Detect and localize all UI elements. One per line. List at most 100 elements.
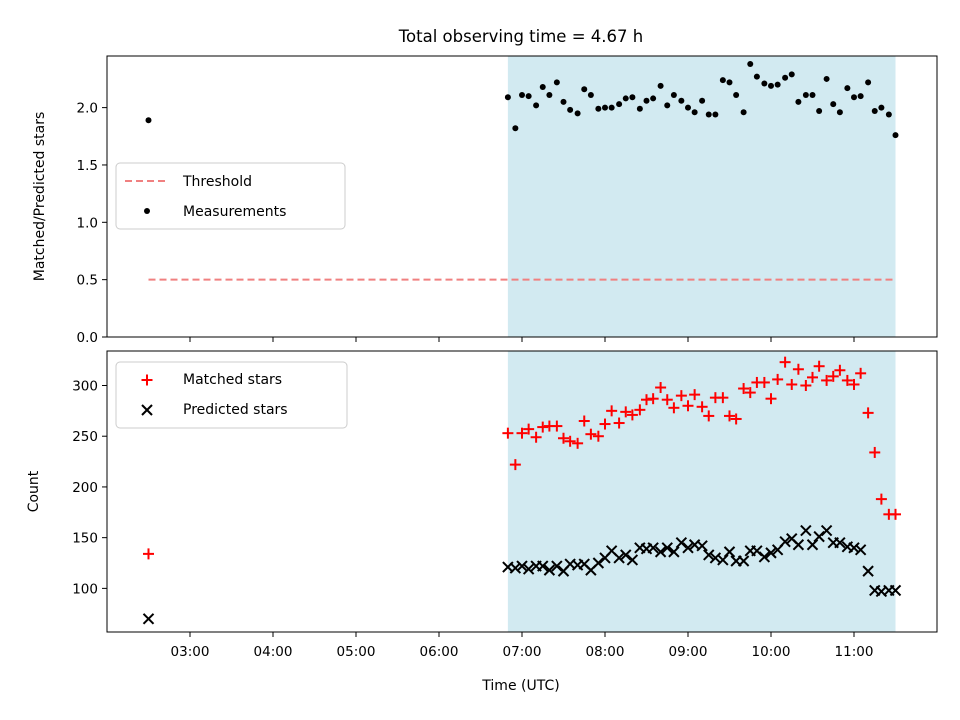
x-tick-label: 09:00 [669, 644, 708, 660]
matched-point [647, 393, 659, 405]
predicted-point [543, 564, 556, 576]
measurement-point [830, 101, 837, 108]
measurement-point [844, 85, 851, 92]
measurement-point [650, 95, 657, 102]
predicted-point-b [737, 555, 750, 567]
predicted-point [647, 542, 659, 554]
y-tick-label: 200 [72, 480, 98, 496]
measurement-point [865, 79, 872, 86]
measurement-point [761, 80, 768, 87]
legend-predicted-swatch [141, 404, 153, 416]
measurement-point [795, 98, 802, 105]
predicted-point [551, 560, 563, 572]
matched-point [765, 393, 777, 405]
figure-title: Total observing time = 4.67 h [398, 27, 643, 46]
predicted-point [509, 562, 522, 574]
predicted-point-b [647, 542, 659, 554]
predicted-point [626, 554, 639, 566]
predicted-point [737, 555, 750, 567]
matched-point [724, 410, 735, 422]
predicted-point [675, 537, 688, 549]
y-tick-label: 0.5 [77, 273, 98, 289]
predicted-point [862, 565, 874, 577]
legend-predicted-mark [141, 404, 153, 416]
matched-point [509, 459, 521, 471]
matched-point [572, 437, 584, 449]
measurement-point [616, 101, 623, 108]
legend-predicted-mark-b [141, 404, 153, 416]
measurement-point [733, 91, 740, 98]
top-y-ticks: 0.0 0.5 1.0 1.5 2.0 [77, 101, 107, 346]
predicted-point [792, 539, 805, 551]
x-tick-label: 04:00 [254, 644, 293, 660]
measurement-point [836, 109, 843, 116]
matched-point [502, 427, 514, 439]
measurement-point [816, 108, 823, 115]
predicted-point [516, 560, 528, 572]
predicted-point-b [765, 547, 777, 559]
matched-point [821, 374, 833, 386]
predicted-point [820, 524, 833, 537]
measurement-point [802, 91, 809, 98]
measurement-point [823, 75, 830, 82]
matched-point [530, 431, 542, 443]
matched-point [730, 413, 742, 425]
matched-point [143, 548, 154, 560]
predicted-point [537, 560, 549, 572]
matched-point [661, 394, 673, 406]
matched-point [564, 435, 576, 447]
x-tick-label: 08:00 [586, 644, 625, 660]
predicted-point-b [751, 545, 763, 557]
matched-point [813, 360, 825, 372]
matched-point [738, 383, 750, 395]
measurement-point [885, 111, 892, 118]
predicted-point-b [696, 540, 708, 552]
top-y-axis-label: Matched/Predicted stars [32, 112, 48, 282]
top-legend: Threshold Measurements [115, 162, 346, 230]
predicted-point [696, 540, 708, 552]
predicted-point-b [522, 563, 535, 575]
measurement-point [581, 86, 588, 93]
legend-predicted-label: Predicted stars [183, 402, 288, 418]
predicted-point-b [786, 532, 798, 545]
y-tick-label: 300 [72, 378, 98, 394]
matched-point [606, 405, 618, 417]
measurement-point [608, 104, 615, 111]
measurement-point [851, 94, 857, 101]
predicted-point [765, 547, 777, 559]
matched-point [626, 409, 638, 421]
measurement-point [587, 91, 594, 98]
x-tick-label: 03:00 [171, 644, 210, 660]
top-x-ticks [189, 337, 855, 342]
measurement-point [857, 93, 864, 100]
legend-matched-label: Matched stars [183, 372, 282, 388]
matched-point [592, 430, 604, 442]
bottom-predicted-points [142, 524, 902, 625]
measurement-point [622, 95, 629, 102]
matched-point [744, 387, 756, 399]
legend-threshold-label: Threshold [182, 174, 252, 190]
x-tick-label: 06:00 [420, 644, 459, 660]
measurement-point [809, 91, 816, 98]
x-tick-label: 10:00 [752, 644, 791, 660]
measurement-point [726, 79, 733, 86]
matched-point [523, 423, 535, 435]
measurement-point [629, 94, 636, 101]
predicted-point-b [543, 564, 556, 576]
matched-point [807, 371, 818, 383]
bottom-legend: Matched stars Predicted stars [115, 361, 348, 429]
measurement-point [145, 117, 152, 124]
matched-point [834, 364, 846, 376]
measurement-point [539, 83, 546, 90]
matched-point [703, 410, 715, 422]
predicted-point-b [806, 539, 819, 551]
matched-point [848, 378, 860, 390]
matched-point [641, 394, 652, 406]
matched-point [585, 428, 597, 440]
matched-point [578, 415, 590, 427]
y-tick-label: 2.0 [77, 101, 98, 117]
measurement-point [602, 104, 608, 111]
matched-point [758, 376, 770, 388]
bottom-span [507, 351, 896, 632]
predicted-point-b [578, 558, 590, 570]
